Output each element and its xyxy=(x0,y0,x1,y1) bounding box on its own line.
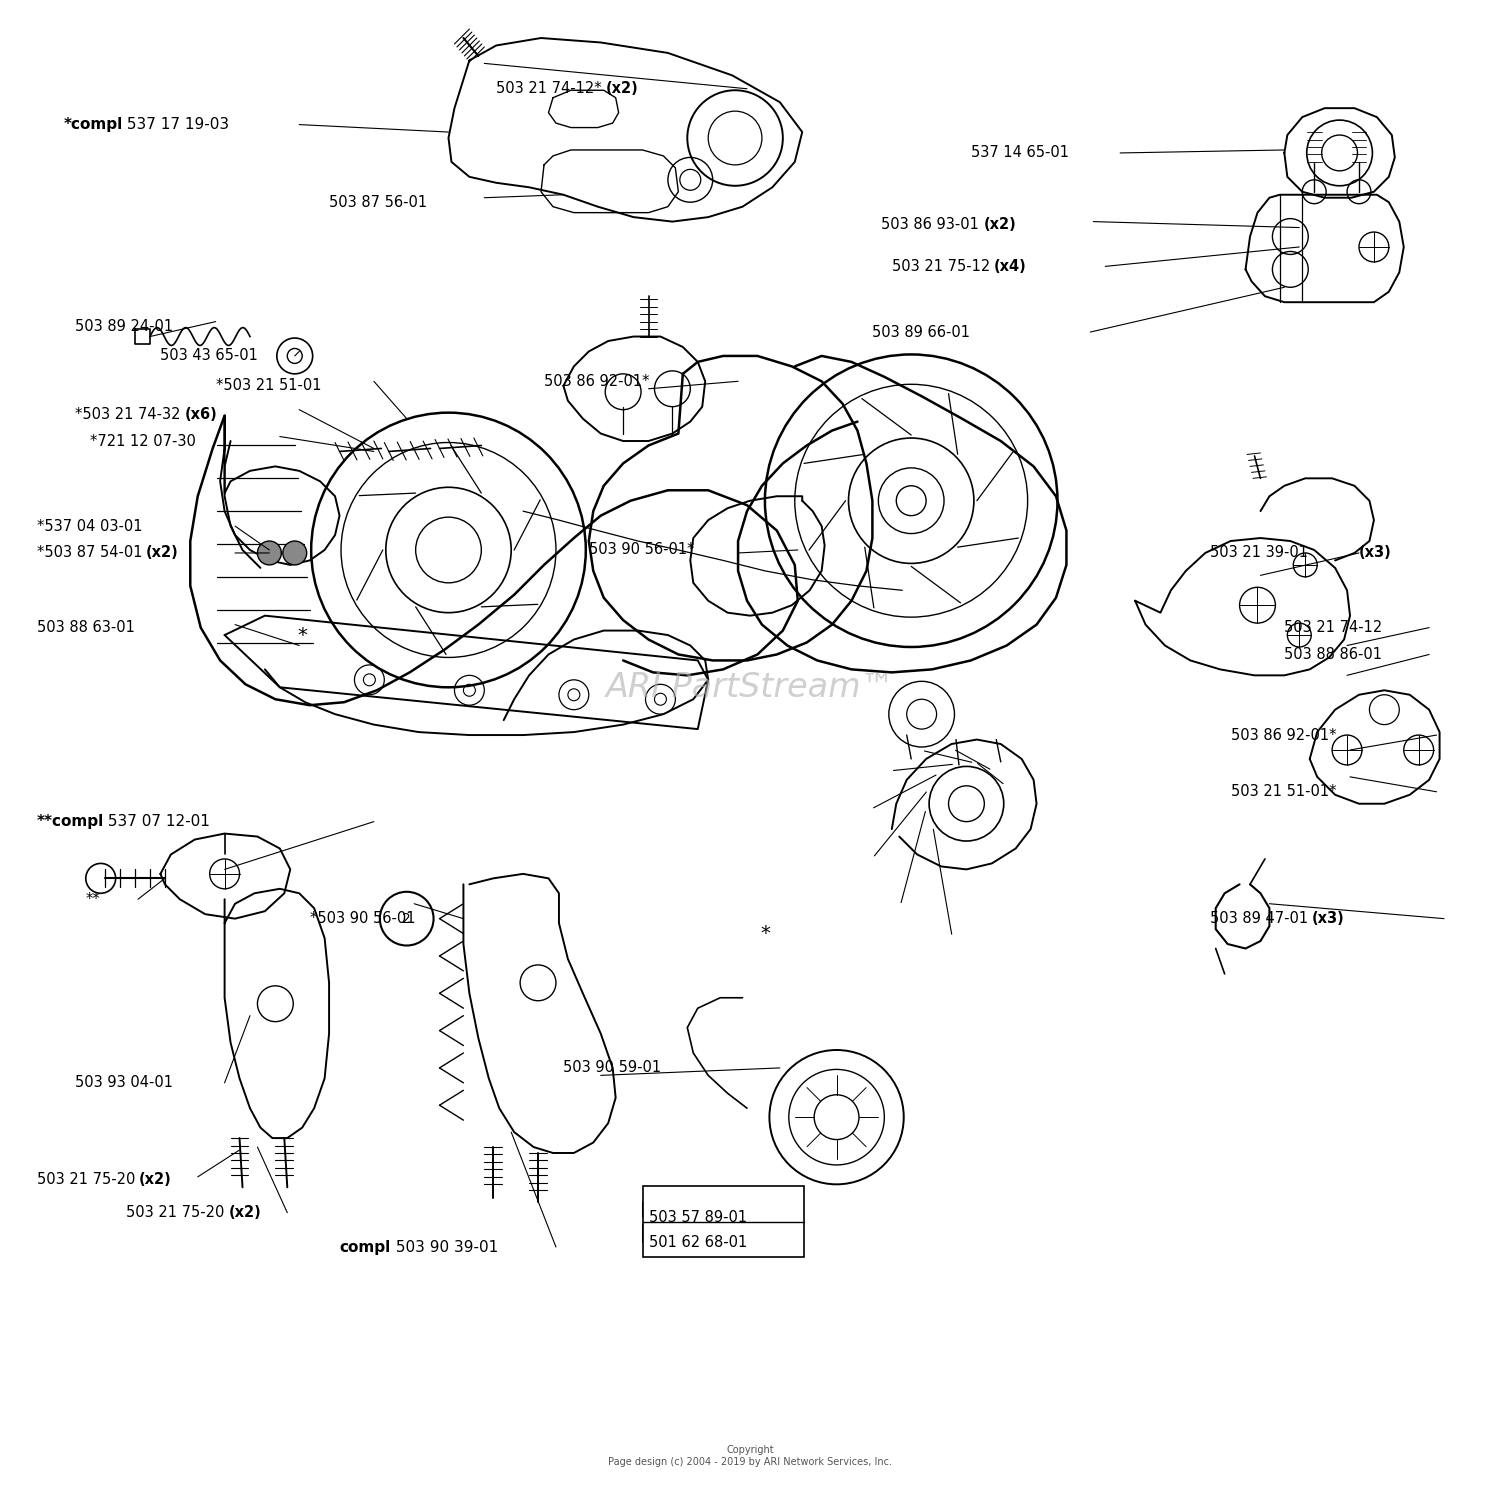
Text: 503 87 56-01: 503 87 56-01 xyxy=(328,194,427,209)
Text: 503 89 66-01: 503 89 66-01 xyxy=(873,324,970,339)
Text: 503 89 24-01: 503 89 24-01 xyxy=(75,318,174,333)
Text: *: * xyxy=(760,925,770,943)
Text: (x3): (x3) xyxy=(1359,545,1392,560)
Text: (x2): (x2) xyxy=(228,1206,261,1221)
Text: *721 12 07-30: *721 12 07-30 xyxy=(90,433,196,448)
Text: 503 88 86-01: 503 88 86-01 xyxy=(1284,647,1383,662)
Text: 503 90 39-01: 503 90 39-01 xyxy=(390,1240,498,1255)
Text: **compl: **compl xyxy=(36,814,104,829)
Text: ARI PartStream™: ARI PartStream™ xyxy=(606,671,894,704)
Text: *537 04 03-01: *537 04 03-01 xyxy=(36,518,142,533)
Bar xyxy=(642,1186,804,1258)
Text: 2: 2 xyxy=(402,911,411,926)
Text: (x2): (x2) xyxy=(984,217,1016,232)
Text: 503 90 56-01*: 503 90 56-01* xyxy=(590,542,694,557)
Text: (x2): (x2) xyxy=(140,1173,172,1188)
Text: 503 89 47-01: 503 89 47-01 xyxy=(1209,911,1312,926)
Text: (x2): (x2) xyxy=(146,545,178,560)
Text: *503 21 51-01: *503 21 51-01 xyxy=(216,378,321,393)
Text: 503 21 75-20: 503 21 75-20 xyxy=(126,1206,230,1221)
Text: 501 62 68-01: 501 62 68-01 xyxy=(648,1236,747,1250)
Text: *compl: *compl xyxy=(63,117,123,131)
Text: 503 90 59-01: 503 90 59-01 xyxy=(564,1061,662,1076)
Text: 503 21 51-01*: 503 21 51-01* xyxy=(1230,784,1336,799)
Text: 503 86 92-01*: 503 86 92-01* xyxy=(1230,728,1336,743)
Text: 503 21 74-12: 503 21 74-12 xyxy=(1284,620,1383,635)
Text: 503 86 93-01: 503 86 93-01 xyxy=(882,217,984,232)
Text: 537 07 12-01: 537 07 12-01 xyxy=(104,814,210,829)
Text: 503 43 65-01: 503 43 65-01 xyxy=(160,348,258,363)
Text: *: * xyxy=(297,626,307,644)
Text: 503 93 04-01: 503 93 04-01 xyxy=(75,1076,174,1091)
Text: 503 21 75-12: 503 21 75-12 xyxy=(892,258,995,273)
Text: *503 21 74-32: *503 21 74-32 xyxy=(75,406,186,421)
Text: *503 90 56-01: *503 90 56-01 xyxy=(309,911,416,926)
Text: 503 57 89-01: 503 57 89-01 xyxy=(648,1210,747,1225)
Text: *503 87 54-01: *503 87 54-01 xyxy=(36,545,147,560)
Text: (x4): (x4) xyxy=(994,258,1028,273)
Text: (x2): (x2) xyxy=(606,81,639,96)
Text: **: ** xyxy=(86,892,100,907)
Text: 503 21 74-12*: 503 21 74-12* xyxy=(496,81,606,96)
Text: 503 86 92-01*: 503 86 92-01* xyxy=(544,374,650,388)
Text: (x3): (x3) xyxy=(1312,911,1344,926)
Text: (x6): (x6) xyxy=(184,406,218,421)
Text: Copyright
Page design (c) 2004 - 2019 by ARI Network Services, Inc.: Copyright Page design (c) 2004 - 2019 by… xyxy=(608,1445,892,1467)
Text: 537 14 65-01: 537 14 65-01 xyxy=(970,145,1070,160)
Text: 537 17 19-03: 537 17 19-03 xyxy=(123,117,230,131)
Text: 503 21 39-01: 503 21 39-01 xyxy=(1209,545,1312,560)
Text: 503 21 75-20: 503 21 75-20 xyxy=(36,1173,140,1188)
Circle shape xyxy=(284,541,306,565)
Circle shape xyxy=(258,541,282,565)
Text: compl: compl xyxy=(339,1240,392,1255)
Text: 503 88 63-01: 503 88 63-01 xyxy=(36,620,135,635)
